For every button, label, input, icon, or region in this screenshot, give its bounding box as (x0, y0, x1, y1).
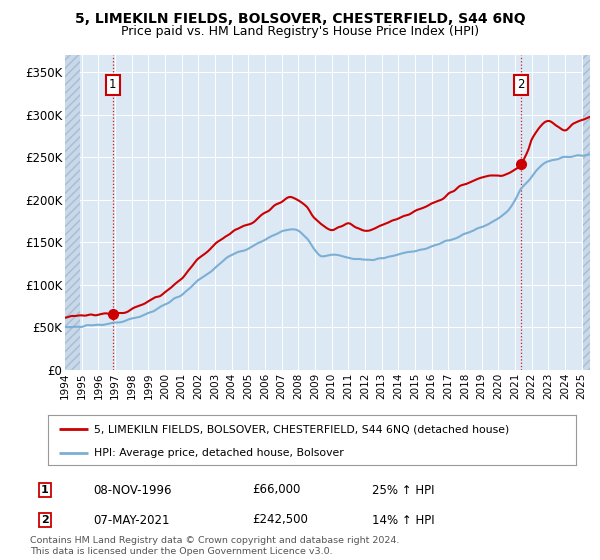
Text: 07-MAY-2021: 07-MAY-2021 (93, 514, 170, 526)
Text: Price paid vs. HM Land Registry's House Price Index (HPI): Price paid vs. HM Land Registry's House … (121, 25, 479, 38)
Text: 1: 1 (109, 78, 116, 91)
Text: 25% ↑ HPI: 25% ↑ HPI (372, 483, 434, 497)
Text: 08-NOV-1996: 08-NOV-1996 (93, 483, 172, 497)
Text: 14% ↑ HPI: 14% ↑ HPI (372, 514, 434, 526)
Text: 1: 1 (41, 485, 49, 495)
Bar (583, 55, 590, 370)
Text: HPI: Average price, detached house, Bolsover: HPI: Average price, detached house, Bols… (94, 448, 344, 458)
Text: Contains HM Land Registry data © Crown copyright and database right 2024.
This d: Contains HM Land Registry data © Crown c… (30, 536, 400, 556)
Text: 5, LIMEKILN FIELDS, BOLSOVER, CHESTERFIELD, S44 6NQ (detached house): 5, LIMEKILN FIELDS, BOLSOVER, CHESTERFIE… (94, 424, 510, 434)
Bar (65, 55, 80, 370)
Text: £242,500: £242,500 (252, 514, 308, 526)
Text: 2: 2 (517, 78, 524, 91)
Text: £66,000: £66,000 (252, 483, 301, 497)
Text: 2: 2 (41, 515, 49, 525)
Bar (65, 55, 80, 370)
Text: 5, LIMEKILN FIELDS, BOLSOVER, CHESTERFIELD, S44 6NQ: 5, LIMEKILN FIELDS, BOLSOVER, CHESTERFIE… (74, 12, 526, 26)
Bar (583, 55, 590, 370)
